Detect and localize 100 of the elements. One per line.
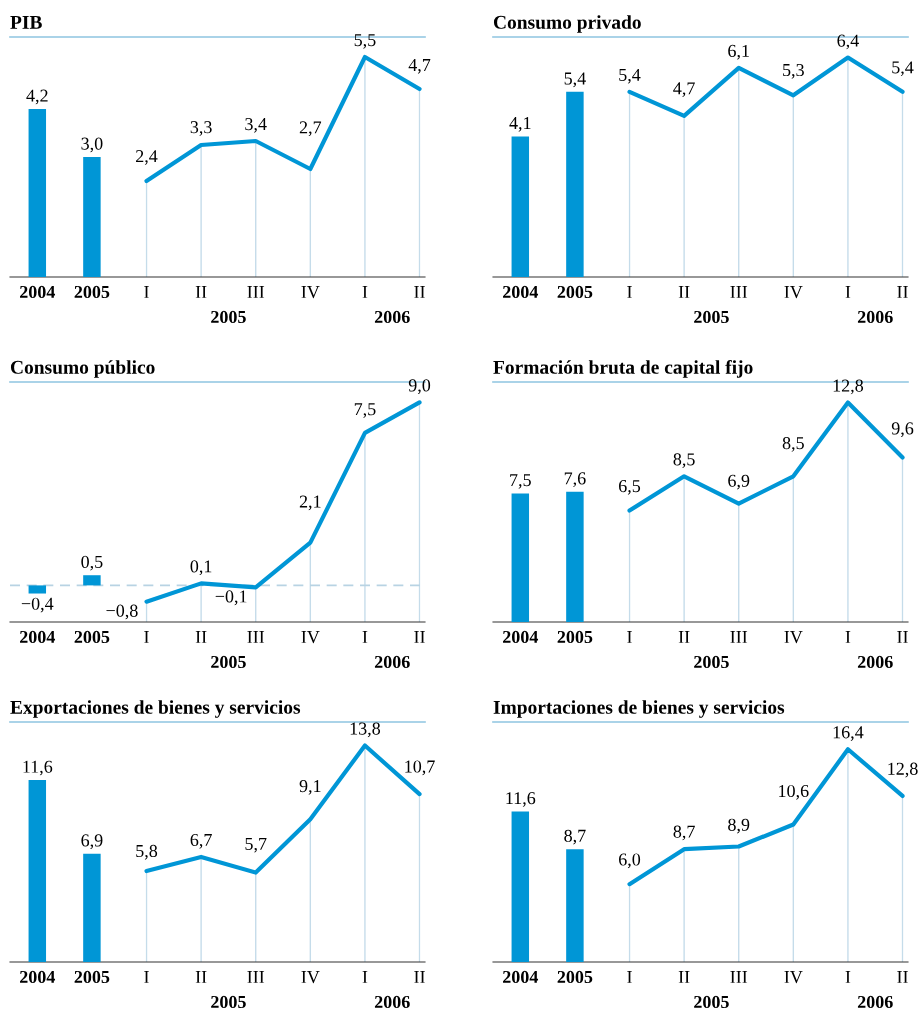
data-label: 8,5 bbox=[782, 437, 804, 452]
x-tick-label: II bbox=[897, 971, 908, 983]
data-label: 10,6 bbox=[779, 784, 809, 800]
data-label: 0,5 bbox=[81, 555, 103, 571]
data-label: 7,6 bbox=[564, 472, 586, 488]
x-tick-label: II bbox=[678, 971, 690, 983]
x-tick-label: I bbox=[627, 286, 632, 298]
data-label: 12,8 bbox=[833, 379, 864, 395]
x-tick-label: 2004 bbox=[503, 630, 539, 644]
data-label: 13,8 bbox=[350, 722, 381, 738]
data-label: 7,5 bbox=[354, 403, 376, 418]
x-tick-label: II bbox=[414, 631, 425, 643]
text: 2006 bbox=[857, 995, 893, 1009]
data-label: 3,0 bbox=[81, 137, 103, 153]
data-label: 5,4 bbox=[892, 61, 914, 77]
x-tick-label: I bbox=[627, 631, 632, 643]
data-label: 11,6 bbox=[23, 760, 53, 776]
data-label: 6,9 bbox=[728, 474, 750, 490]
data-label: 12,8 bbox=[888, 762, 918, 778]
x-tick-label: 2004 bbox=[20, 970, 56, 984]
chart-title: Formación bruta de capital fijo bbox=[493, 359, 753, 378]
data-label: 6,5 bbox=[619, 480, 641, 495]
x-tick-label: III bbox=[730, 971, 748, 983]
x-tick-label: I bbox=[845, 286, 851, 298]
x-tick-label: IV bbox=[301, 286, 320, 299]
x-tick-label: IV bbox=[301, 971, 320, 984]
data-label: 6,1 bbox=[728, 44, 749, 60]
chart-title: PIB bbox=[10, 15, 42, 29]
text: 2006 bbox=[857, 310, 893, 324]
data-label: 4,7 bbox=[408, 59, 431, 74]
x-tick-label: II bbox=[678, 631, 690, 643]
x-tick-label: II bbox=[897, 631, 908, 643]
x-tick-label: 2004 bbox=[20, 285, 56, 299]
x-tick-label: IV bbox=[301, 631, 320, 644]
data-label: 4,7 bbox=[673, 82, 695, 98]
x-tick-label: II bbox=[678, 286, 690, 298]
x-tick-label: 2005 bbox=[557, 970, 593, 984]
x-tick-label: II bbox=[414, 286, 425, 298]
x-tick-label: II bbox=[195, 971, 207, 983]
data-label: 2,1 bbox=[299, 495, 321, 511]
text: 2005 bbox=[211, 655, 246, 669]
data-label: −0,4 bbox=[21, 597, 54, 613]
chart-title: Importaciones de bienes y servicios bbox=[493, 700, 785, 718]
x-tick-label: IV bbox=[784, 286, 803, 299]
data-label: −0,1 bbox=[215, 590, 247, 606]
text: 2006 bbox=[374, 655, 410, 669]
text: 2006 bbox=[374, 310, 410, 324]
data-label: 2,4 bbox=[136, 150, 158, 165]
data-label: 5,4 bbox=[619, 68, 641, 84]
data-label: 9,1 bbox=[299, 780, 321, 795]
x-tick-label: I bbox=[362, 631, 368, 643]
x-tick-label: I bbox=[144, 971, 149, 983]
data-label: 6,7 bbox=[190, 833, 212, 849]
x-tick-label: I bbox=[362, 971, 368, 983]
x-tick-label: I bbox=[144, 631, 149, 643]
data-label: 10,7 bbox=[405, 760, 435, 776]
x-tick-label: I bbox=[362, 286, 368, 298]
chart-title: Consumo público bbox=[10, 360, 155, 378]
chart-title: Consumo privado bbox=[493, 15, 641, 33]
data-label: 5,5 bbox=[354, 34, 376, 49]
x-tick-label: III bbox=[730, 286, 748, 298]
data-label: 7,5 bbox=[510, 474, 531, 489]
x-tick-label: 2005 bbox=[557, 630, 593, 644]
data-label: 6,0 bbox=[619, 853, 641, 869]
x-tick-label: I bbox=[845, 971, 851, 983]
data-label: 6,4 bbox=[837, 34, 859, 50]
x-tick-label: II bbox=[897, 286, 908, 298]
data-label: −0,8 bbox=[106, 604, 138, 620]
data-label: 4,1 bbox=[509, 117, 531, 132]
text: 2005 bbox=[694, 655, 729, 669]
x-tick-label: 2004 bbox=[503, 970, 539, 984]
data-label: 8,9 bbox=[728, 818, 750, 834]
x-tick-label: 2005 bbox=[74, 285, 110, 299]
x-tick-label: I bbox=[845, 631, 851, 643]
text: 2006 bbox=[374, 995, 410, 1009]
data-label: 8,7 bbox=[564, 829, 586, 845]
data-label: 6,9 bbox=[81, 834, 103, 850]
data-label: 0,1 bbox=[190, 560, 212, 576]
data-label: 9,0 bbox=[408, 379, 431, 395]
data-label: 5,7 bbox=[245, 837, 267, 853]
x-tick-label: III bbox=[247, 631, 265, 643]
data-label: 8,7 bbox=[673, 825, 695, 841]
data-label: 8,5 bbox=[673, 453, 695, 469]
x-tick-label: 2005 bbox=[74, 630, 110, 644]
data-label: 11,6 bbox=[506, 792, 536, 807]
data-label: 16,4 bbox=[833, 726, 864, 741]
x-tick-label: 2004 bbox=[20, 630, 56, 644]
text: 2005 bbox=[211, 995, 246, 1009]
x-tick-label: I bbox=[144, 286, 149, 298]
x-tick-label: III bbox=[247, 286, 265, 298]
text: 2005 bbox=[694, 310, 729, 324]
data-label: 3,4 bbox=[245, 118, 267, 133]
x-tick-label: II bbox=[195, 286, 207, 298]
x-tick-label: 2004 bbox=[503, 285, 539, 299]
x-tick-label: III bbox=[247, 971, 265, 983]
x-tick-label: II bbox=[414, 971, 425, 983]
x-tick-label: 2005 bbox=[557, 285, 593, 299]
data-label: 4,2 bbox=[26, 89, 48, 105]
x-tick-label: III bbox=[730, 631, 748, 643]
chart-title: Exportaciones de bienes y servicios bbox=[10, 700, 301, 718]
